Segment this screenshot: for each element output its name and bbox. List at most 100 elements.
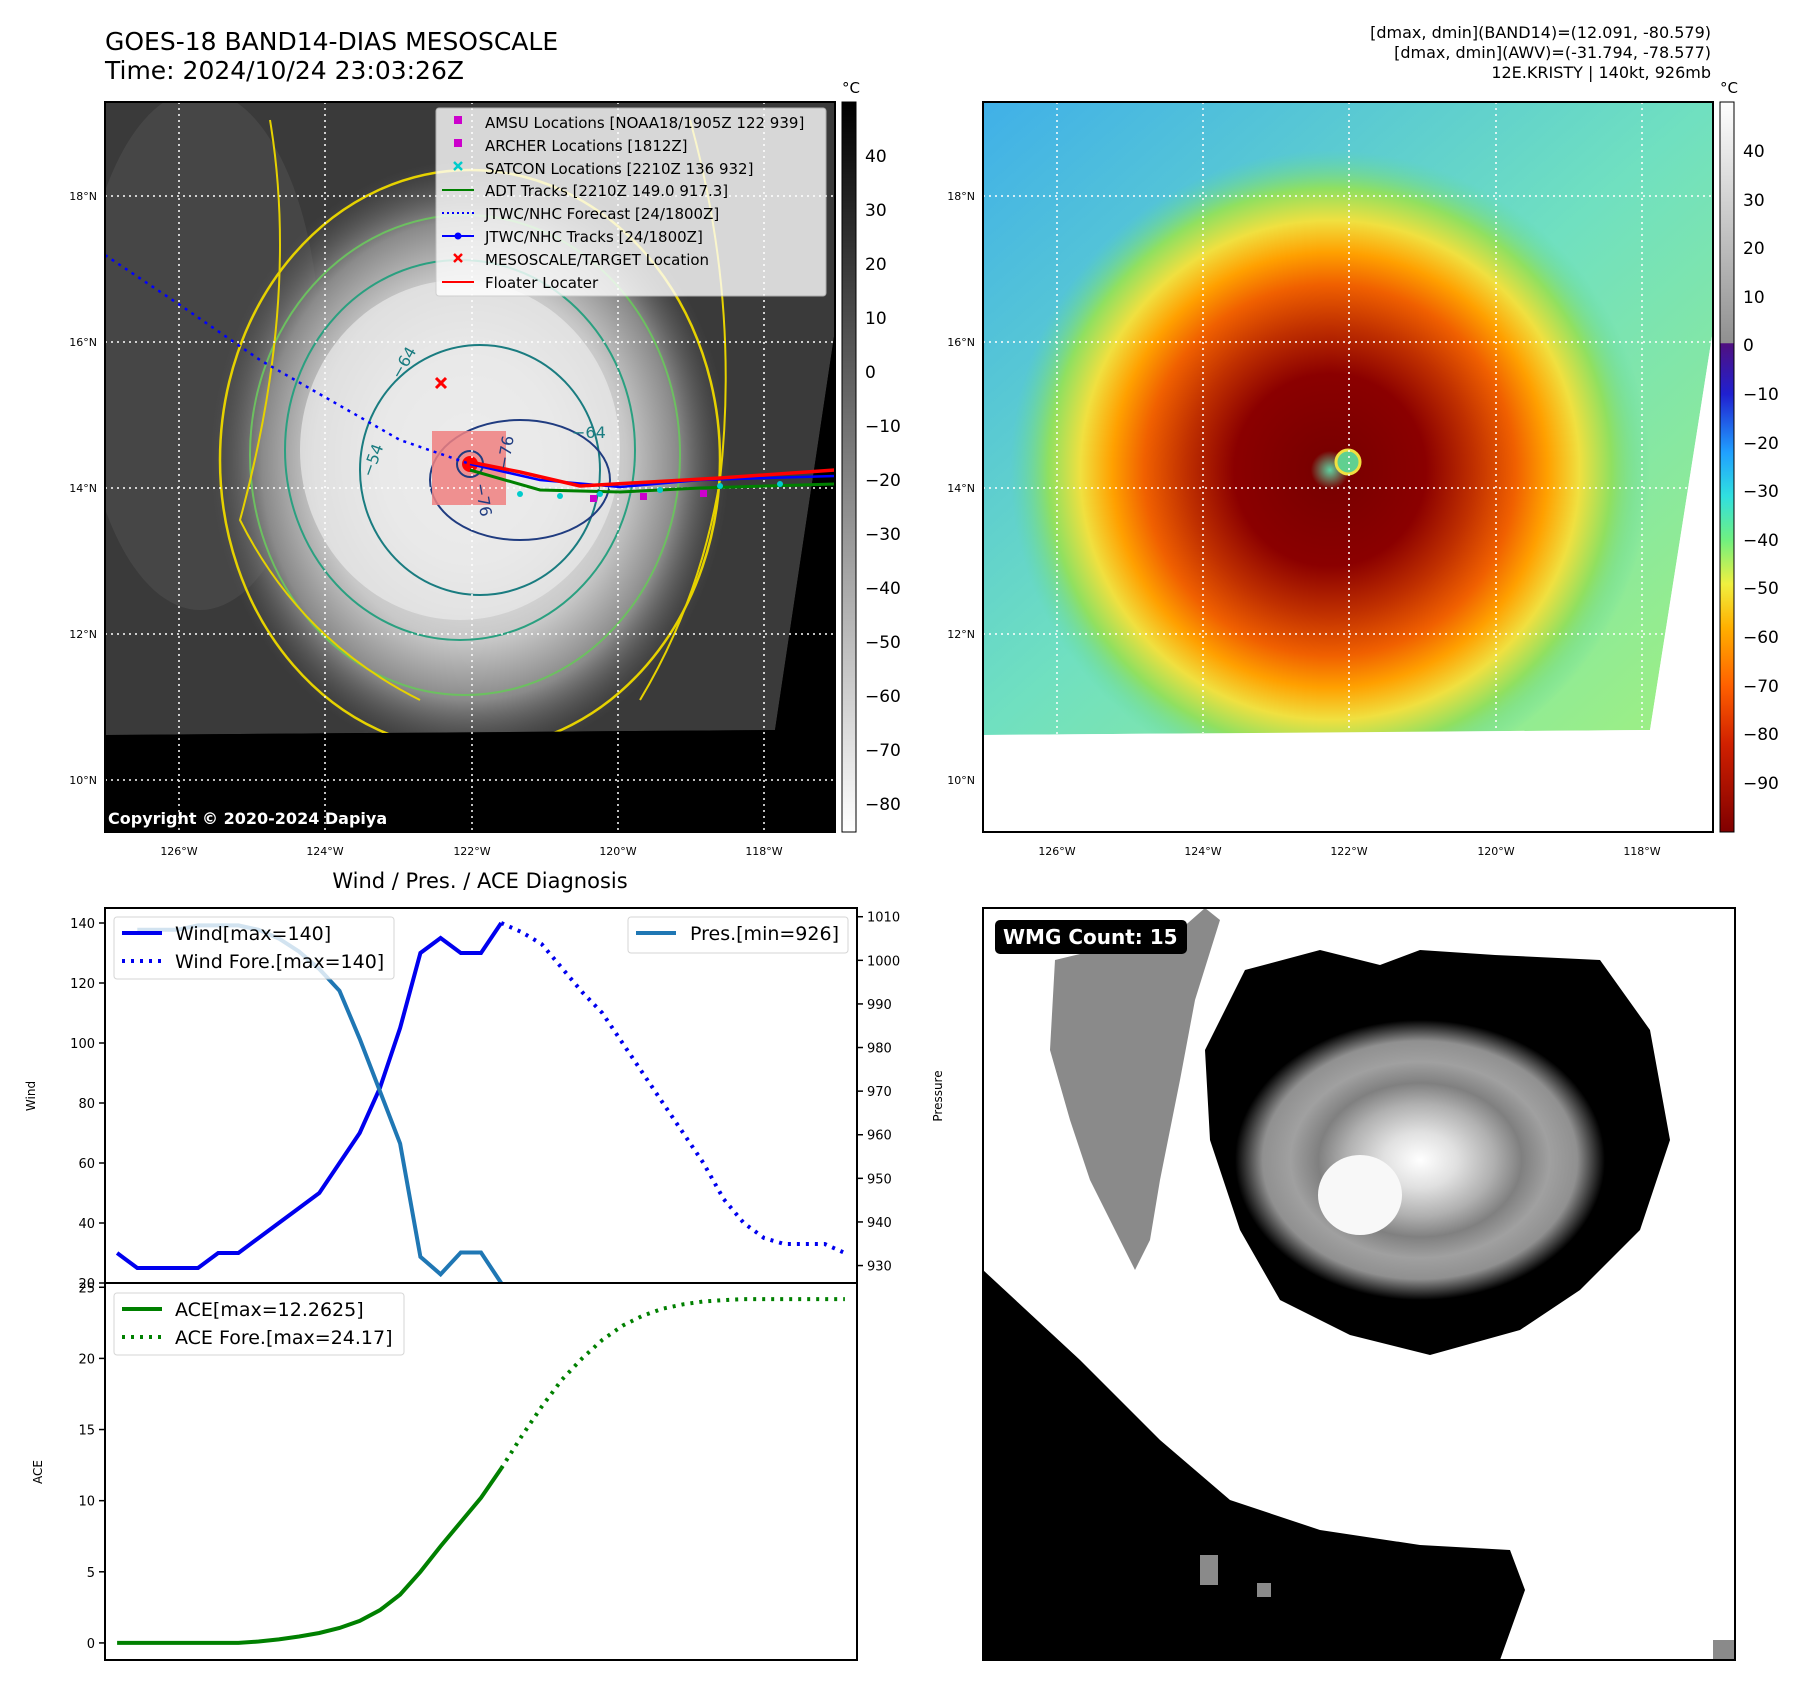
ace-tick-label: 0 (87, 1637, 95, 1652)
svg-text:18°N: 18°N (69, 190, 97, 203)
wind-tick-label: 60 (78, 1157, 95, 1172)
svg-text:−60: −60 (1743, 628, 1779, 648)
svg-text:122°W: 122°W (453, 845, 490, 858)
wind-tick-label: 100 (70, 1037, 95, 1052)
pressure-tick-label: 930 (867, 1260, 892, 1275)
svg-text:−70: −70 (1743, 677, 1779, 697)
svg-text:−10: −10 (865, 417, 901, 437)
map-lat-labels: 18°N 16°N 14°N 12°N 10°N (69, 190, 97, 787)
legend-item-target: MESOSCALE/TARGET Location (453, 251, 709, 269)
svg-text:0: 0 (865, 363, 876, 383)
wind-axis-label: Wind (24, 1081, 38, 1111)
pressure-axis-label: Pressure (931, 1070, 945, 1121)
svg-text:−20: −20 (865, 471, 901, 491)
svg-text:16°N: 16°N (69, 336, 97, 349)
svg-text:−80: −80 (1743, 725, 1779, 745)
svg-text:−50: −50 (1743, 579, 1779, 599)
info-band14-range: [dmax, dmin](BAND14)=(12.091, -80.579) (1370, 23, 1711, 42)
info-awv-range: [dmax, dmin](AWV)=(-31.794, -78.577) (1394, 43, 1711, 62)
ace-tick-label: 20 (78, 1352, 95, 1367)
pressure-legend: Pres.[min=926] (627, 916, 849, 954)
ir-lon-labels: 126°W 124°W 122°W 120°W 118°W (1038, 845, 1660, 858)
wind-tick-label: 120 (70, 977, 95, 992)
svg-text:20: 20 (865, 255, 887, 275)
svg-text:126°W: 126°W (1038, 845, 1075, 858)
svg-text:−60: −60 (865, 687, 901, 707)
ir-lat-labels: 18°N 16°N 14°N 12°N 10°N (947, 190, 975, 787)
svg-text:12°N: 12°N (947, 628, 975, 641)
ir-colorbar: °C 40 30 20 10 0 −10 −20 −30 −40 −50 −60… (1719, 79, 1779, 833)
svg-text:AMSU Locations [NOAA18/1905Z 1: AMSU Locations [NOAA18/1905Z 122 939] (485, 114, 804, 132)
legend-item-jtwc-tracks: JTWC/NHC Tracks [24/1800Z] (442, 228, 703, 246)
page-subtitle-time: Time: 2024/10/24 23:03:26Z (105, 56, 464, 85)
satellite-map-panel: −64 −54 −64 −76 −76 AMSU Locations [NOAA… (69, 79, 901, 858)
svg-text:°C: °C (1720, 79, 1738, 97)
svg-text:−30: −30 (1743, 482, 1779, 502)
legend-wind-forecast: Wind Fore.[max=140] (175, 951, 384, 973)
svg-text:ADT Tracks [2210Z 149.0 917.3]: ADT Tracks [2210Z 149.0 917.3] (485, 182, 728, 200)
wmg-panel: WMG Count: 15 (982, 907, 1736, 1661)
ace-series-group (117, 1297, 845, 1645)
wind-tick-label: 40 (78, 1217, 95, 1232)
ace-line (117, 1467, 503, 1645)
svg-text:124°W: 124°W (306, 845, 343, 858)
svg-text:−70: −70 (865, 741, 901, 761)
ace-tick-label: 15 (78, 1424, 95, 1439)
legend-item-archer: ARCHER Locations [1812Z] (454, 137, 688, 155)
svg-text:MESOSCALE/TARGET Location: MESOSCALE/TARGET Location (485, 251, 709, 269)
map-lon-labels: 126°W 124°W 122°W 120°W 118°W (160, 845, 782, 858)
ace-tick-label: 25 (78, 1281, 95, 1296)
copyright-label: Copyright © 2020-2024 Dapiya (108, 809, 387, 828)
legend-item-amsu: AMSU Locations [NOAA18/1905Z 122 939] (454, 114, 804, 132)
floater-line (469, 460, 835, 488)
legend-item-satcon: SATCON Locations [2210Z 136 932] (453, 160, 753, 178)
map-colorbar: °C 40 30 20 10 0 −10 −20 −30 −40 −50 −60… (841, 79, 901, 833)
ace-axis-label: ACE (31, 1460, 45, 1484)
svg-text:12°N: 12°N (69, 628, 97, 641)
svg-text:0: 0 (1743, 336, 1754, 356)
legend-item-adt: ADT Tracks [2210Z 149.0 917.3] (442, 182, 728, 200)
page-title: GOES-18 BAND14-DIAS MESOSCALE (105, 27, 559, 56)
svg-text:JTWC/NHC Tracks [24/1800Z]: JTWC/NHC Tracks [24/1800Z] (484, 228, 703, 246)
svg-text:−10: −10 (1743, 385, 1779, 405)
pressure-tick-label: 1000 (867, 954, 900, 969)
ace-forecast-line (499, 1297, 845, 1470)
pressure-tick-label: 1010 (867, 911, 900, 926)
svg-text:120°W: 120°W (599, 845, 636, 858)
svg-text:14°N: 14°N (69, 482, 97, 495)
legend-wind: Wind[max=140] (175, 923, 331, 945)
svg-text:ARCHER Locations [1812Z]: ARCHER Locations [1812Z] (485, 137, 688, 155)
ace-tick-label: 5 (87, 1566, 95, 1581)
ace-y-axis: 0 5 10 15 20 25 (78, 1281, 105, 1652)
pressure-y-axis: 930 940 950 960 970 980 990 1000 1010 (857, 911, 900, 1275)
legend-item-floater: Floater Locater (442, 274, 599, 292)
wind-tick-label: 140 (70, 917, 95, 932)
pressure-tick-label: 950 (867, 1172, 892, 1187)
svg-text:−80: −80 (865, 795, 901, 815)
svg-text:126°W: 126°W (160, 845, 197, 858)
svg-text:SATCON Locations [2210Z 136 93: SATCON Locations [2210Z 136 932] (485, 160, 753, 178)
svg-text:−90: −90 (1743, 774, 1779, 794)
legend-pressure: Pres.[min=926] (690, 923, 839, 945)
svg-text:16°N: 16°N (947, 336, 975, 349)
svg-text:10: 10 (1743, 288, 1765, 308)
map-legend: AMSU Locations [NOAA18/1905Z 122 939] AR… (435, 107, 827, 297)
svg-text:°C: °C (842, 79, 860, 97)
svg-text:120°W: 120°W (1477, 845, 1514, 858)
legend-ace: ACE[max=12.2625] (175, 1299, 364, 1321)
svg-text:18°N: 18°N (947, 190, 975, 203)
svg-text:118°W: 118°W (1623, 845, 1660, 858)
svg-text:40: 40 (1743, 142, 1765, 162)
svg-text:−30: −30 (865, 525, 901, 545)
wind-tick-label: 20 (78, 1277, 95, 1292)
svg-text:122°W: 122°W (1330, 845, 1367, 858)
chart-title: Wind / Pres. / ACE Diagnosis (332, 869, 627, 893)
pressure-tick-label: 980 (867, 1042, 892, 1057)
svg-text:10: 10 (865, 309, 887, 329)
wmg-count-badge: WMG Count: 15 (1003, 925, 1178, 949)
ir-enhanced-panel: 18°N 16°N 14°N 12°N 10°N 126°W 124°W 122… (947, 79, 1779, 858)
ace-tick-label: 10 (78, 1495, 95, 1510)
legend-item-jtwc-forecast: JTWC/NHC Forecast [24/1800Z] (442, 205, 719, 223)
wind-legend: Wind[max=140] Wind Fore.[max=140] (113, 916, 395, 980)
